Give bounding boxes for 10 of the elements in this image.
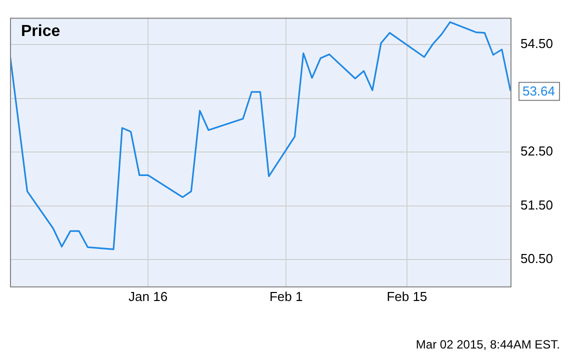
x-tick-label: Feb 15	[386, 288, 428, 304]
y-tick-label: 52.50	[520, 144, 554, 159]
x-tick-label: Jan 16	[128, 288, 168, 304]
y-tick-label: 54.50	[520, 36, 554, 52]
y-tick-label: 51.50	[520, 197, 554, 212]
chart-title: Price	[21, 23, 60, 40]
y-tick-label: 50.50	[520, 251, 554, 266]
annotation: 53.64	[522, 83, 556, 98]
x-tick-label: Feb 1	[269, 288, 303, 304]
text: Mar 02 2015, 8:44AM EST.	[416, 337, 560, 352]
